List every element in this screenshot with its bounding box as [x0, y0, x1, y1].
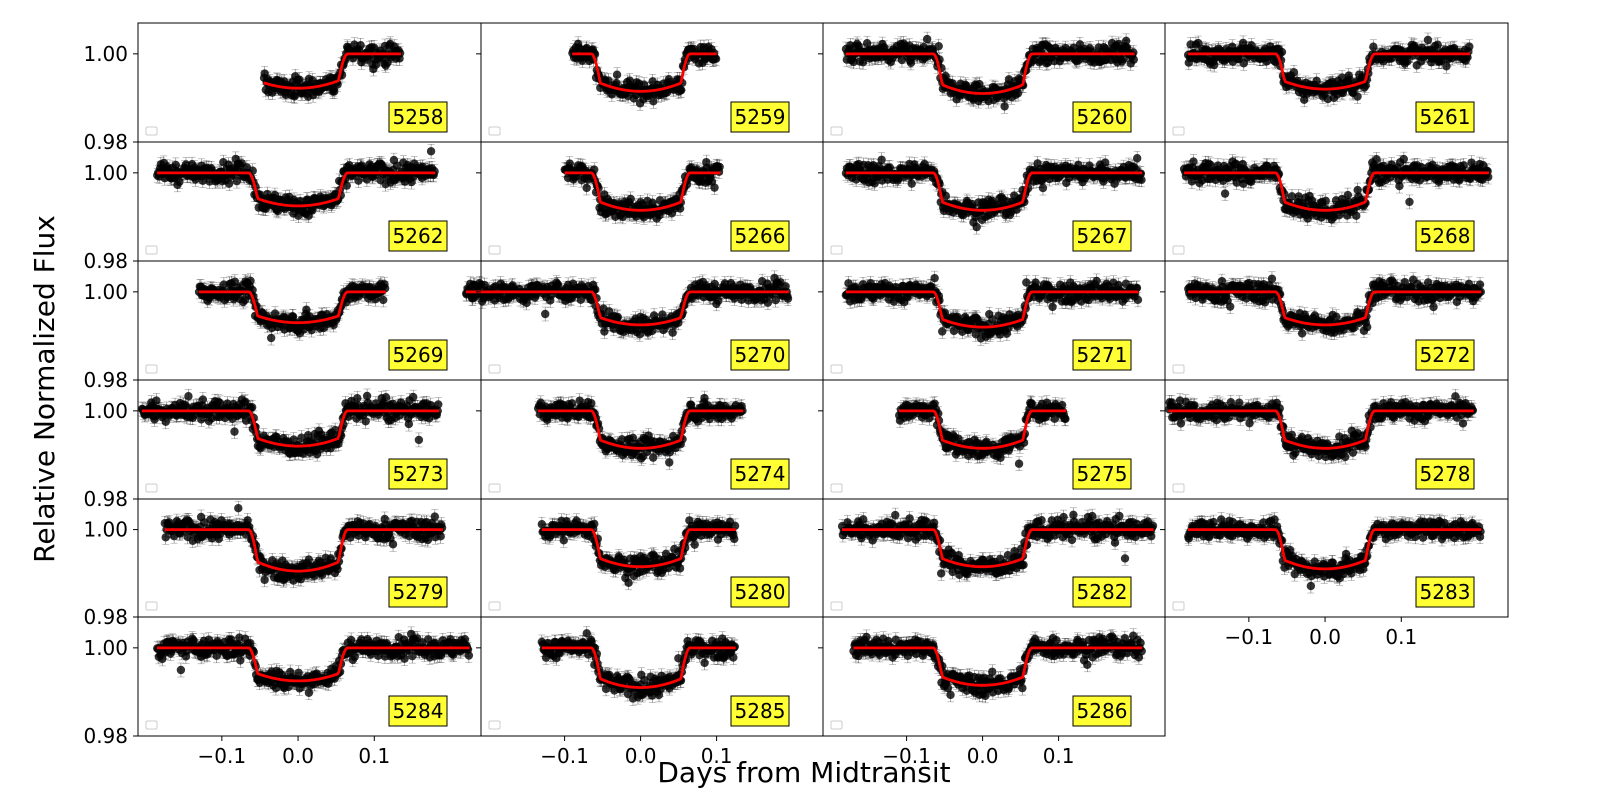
data-point — [1210, 61, 1218, 69]
data-point — [712, 55, 720, 63]
panel-5258: 5258 1.00 0.98 — [83, 23, 481, 154]
data-point — [356, 41, 364, 49]
panel-label: 5259 — [735, 105, 786, 129]
y-tick-label: 0.98 — [83, 130, 128, 154]
data-point — [935, 42, 943, 50]
data-point — [225, 179, 233, 187]
data-point — [613, 71, 621, 79]
data-point — [1353, 92, 1361, 100]
panel-5261: 5261 — [1160, 23, 1508, 142]
panel-5259: 5259 — [476, 23, 823, 142]
panel-label: 5260 — [1077, 105, 1128, 129]
panel-5260: 5260 — [818, 23, 1165, 142]
data-point — [923, 35, 931, 43]
panel-label: 5258 — [393, 105, 444, 129]
data-point — [1130, 55, 1138, 63]
y-tick-label: 1.00 — [83, 42, 128, 66]
data-point — [1278, 48, 1286, 56]
data-point — [1290, 68, 1298, 76]
data-point — [1000, 102, 1008, 110]
data-point — [1465, 42, 1473, 50]
panel-label: 5261 — [1420, 105, 1471, 129]
data-point — [1014, 89, 1022, 97]
